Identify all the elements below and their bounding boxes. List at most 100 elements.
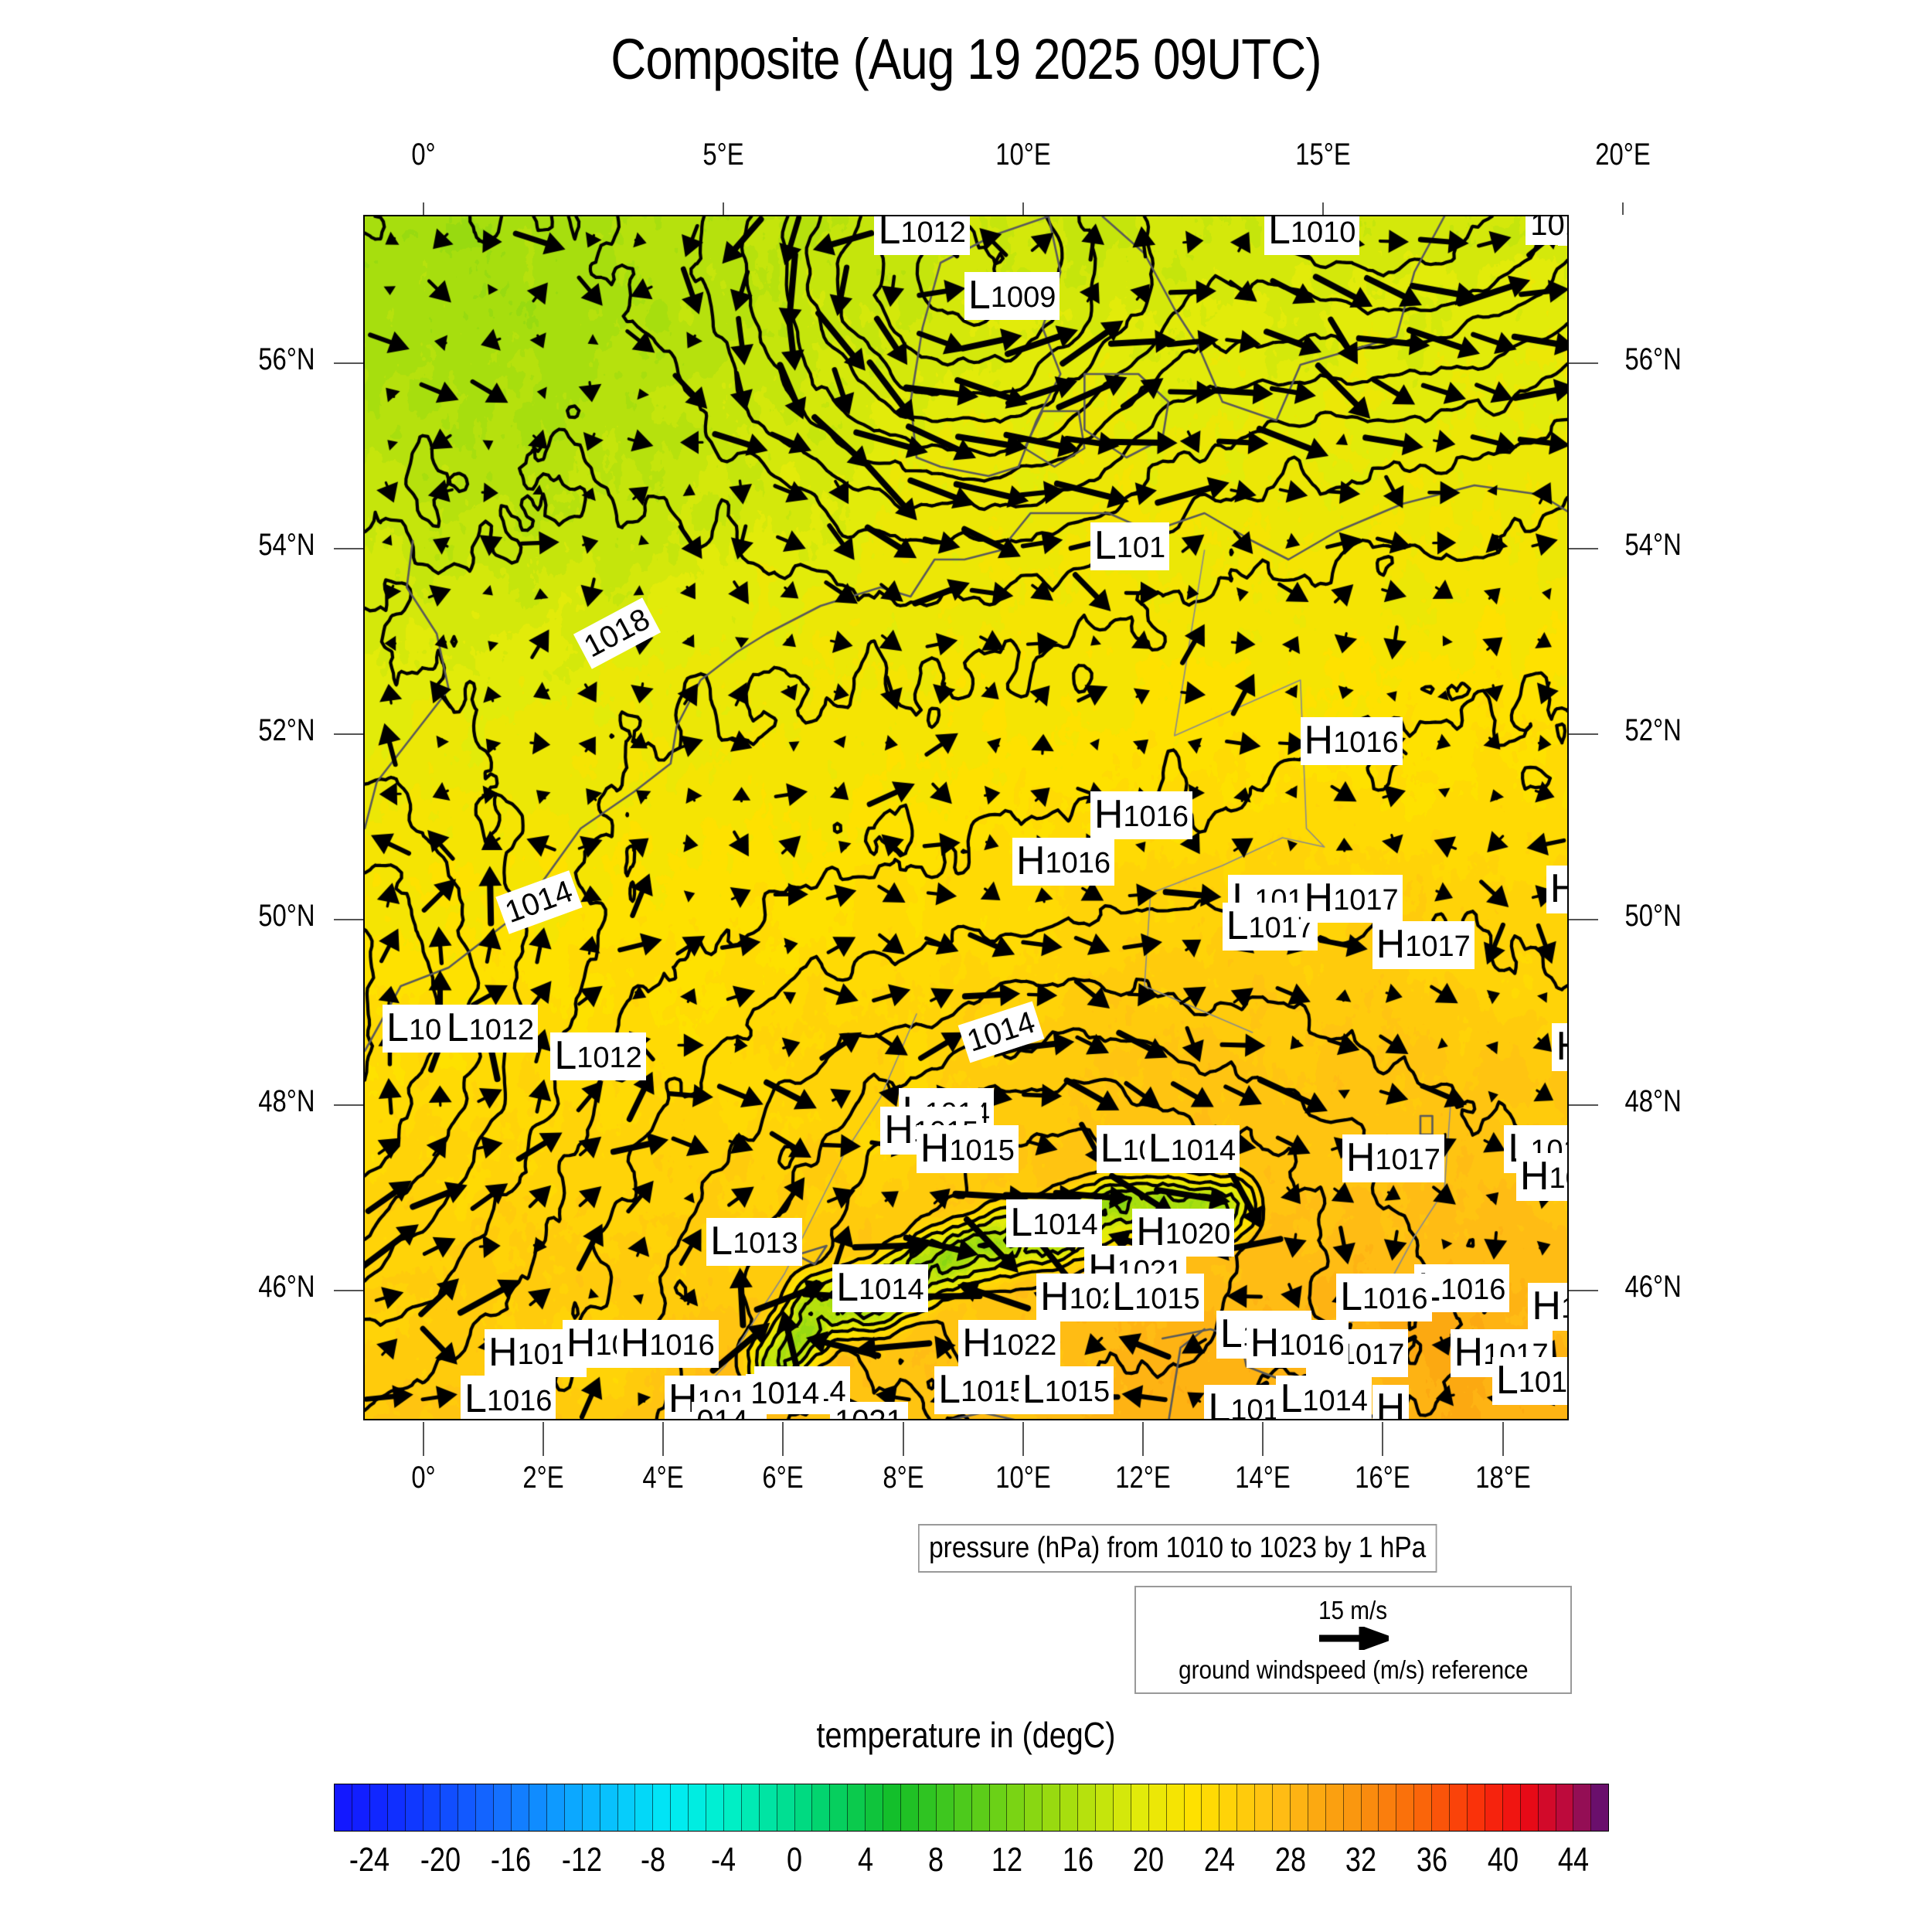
pressure-symbol: H <box>1556 1024 1567 1069</box>
colorbar-cell <box>741 1784 760 1831</box>
wind-legend-caption: ground windspeed (m/s) reference <box>1178 1655 1529 1684</box>
colorbar-cell <box>883 1784 901 1831</box>
pressure-value: 1017 <box>1375 1144 1440 1176</box>
pressure-legend: pressure (hPa) from 1010 to 1023 by 1 hP… <box>918 1524 1437 1573</box>
axis-tick-label: 15°E <box>1295 138 1351 172</box>
colorbar-cell <box>1538 1784 1556 1831</box>
axis-tick-mark <box>1502 1422 1504 1456</box>
axis-tick-mark <box>1569 1104 1598 1106</box>
pressure-value: 1014 <box>1032 1209 1098 1241</box>
axis-tick-mark <box>334 919 363 920</box>
colorbar-cell <box>971 1784 990 1831</box>
high-pressure-label: H1016 <box>1246 1320 1349 1368</box>
wind-arrow-icon <box>1318 1624 1396 1654</box>
pressure-symbol: L <box>1022 1367 1045 1412</box>
pressure-symbol: L <box>878 215 901 253</box>
pressure-symbol: H <box>1532 1284 1561 1328</box>
pressure-symbol: L <box>386 1005 409 1050</box>
high-pressure-label: H1016 <box>1012 838 1115 886</box>
high-pressure-label: H1015 <box>916 1125 1019 1173</box>
low-pressure-label: L1015 <box>1018 1366 1114 1414</box>
colorbar-cell <box>635 1784 654 1831</box>
axis-tick-label: 46°N <box>1624 1270 1682 1304</box>
axis-tick-mark <box>1569 548 1598 549</box>
low-pressure-label: L1012 <box>550 1032 646 1080</box>
colorbar-cell <box>1043 1784 1061 1831</box>
axis-tick-mark <box>1022 1422 1024 1456</box>
colorbar-cell <box>918 1784 937 1831</box>
pressure-symbol: H <box>488 1330 518 1375</box>
low-pressure-label: L1016 <box>1336 1274 1432 1321</box>
pressure-symbol: H <box>620 1321 650 1366</box>
axis-tick-label: 0° <box>410 138 436 172</box>
colorbar-cell <box>1095 1784 1114 1831</box>
pressure-symbol: L <box>1010 1200 1033 1245</box>
high-pressure-label: H1 <box>1552 1023 1567 1071</box>
axis-tick-label: 10°E <box>995 1461 1051 1495</box>
pressure-value: 1016 <box>1123 801 1189 833</box>
axis-tick-mark <box>722 202 724 215</box>
colorbar-cell <box>866 1784 884 1831</box>
axis-tick-label: 16°E <box>1355 1461 1411 1495</box>
colorbar-cell <box>1255 1784 1274 1831</box>
low-pressure-label: L1013 <box>706 1218 802 1266</box>
colorbar-cell <box>671 1784 689 1831</box>
colorbar-cell <box>812 1784 831 1831</box>
colorbar-cell <box>1396 1784 1415 1831</box>
colorbar-tick-label: 40 <box>1487 1841 1519 1879</box>
axis-tick-mark <box>1382 1422 1384 1456</box>
pressure-value: 1017 <box>1333 884 1399 917</box>
colorbar-tick-label: -12 <box>561 1841 602 1879</box>
pressure-value: 1022 <box>991 1329 1057 1362</box>
pressure-symbol: L <box>1226 903 1249 948</box>
axis-tick-mark <box>334 1104 363 1106</box>
colorbar-tick-label: 24 <box>1203 1841 1235 1879</box>
axis-tick-mark <box>1321 202 1324 215</box>
pressure-symbol: H <box>962 1321 992 1366</box>
pressure-symbol: H <box>1250 1321 1280 1366</box>
pressure-value: 1009 <box>990 281 1056 314</box>
pressure-value: 1015 <box>949 1134 1015 1167</box>
colorbar-cell <box>1166 1784 1185 1831</box>
axis-tick-label: 52°N <box>1624 713 1682 747</box>
high-pressure-label: H1017 <box>1300 875 1403 923</box>
axis-tick-label: 56°N <box>1624 342 1682 376</box>
pressure-symbol: H <box>884 1107 913 1152</box>
colorbar-cell <box>1361 1784 1379 1831</box>
pressure-value: 1015 <box>960 1376 1026 1408</box>
colorbar-cell <box>1573 1784 1592 1831</box>
colorbar-cell <box>529 1784 547 1831</box>
pressure-value: 1015 <box>1134 1283 1200 1315</box>
colorbar-cell <box>512 1784 529 1831</box>
pressure-symbol: L <box>836 1265 859 1310</box>
axis-tick-mark <box>1141 1422 1144 1456</box>
colorbar-cell <box>458 1784 477 1831</box>
pressure-symbol: L <box>1148 1126 1171 1171</box>
axis-tick-label: 50°N <box>1624 899 1682 933</box>
axis-tick-mark <box>1569 919 1598 920</box>
axis-tick-label: 52°N <box>258 713 315 747</box>
axis-tick-mark <box>334 1290 363 1291</box>
axis-tick-mark <box>1569 362 1598 364</box>
colorbar-tick-labels: -24 -20 -16 -12 -8 -4 0 4 8 12 16 20 24 28 32 36 40 44 <box>334 1841 1609 1887</box>
axis-tick-label: 20°E <box>1595 138 1651 172</box>
pressure-value: 1020 <box>1165 1218 1231 1250</box>
axis-tick-label: 50°N <box>258 899 315 933</box>
pressure-symbol: H <box>1040 1274 1070 1319</box>
axis-tick-label: 54°N <box>258 528 315 562</box>
low-pressure-label: L1010 <box>1264 216 1360 255</box>
colorbar-cell <box>1502 1784 1521 1831</box>
axis-tick-label: 5°E <box>702 138 744 172</box>
pressure-symbol: H <box>1304 718 1334 763</box>
colorbar-cell <box>1414 1784 1433 1831</box>
axis-tick-mark <box>782 1422 784 1456</box>
axis-tick-mark <box>1569 733 1598 735</box>
map-plot-area[interactable]: L1012L1009L1010L1010L101H1016H1016H1016L… <box>363 215 1569 1420</box>
colorbar-tick-label: 8 <box>928 1841 944 1879</box>
colorbar-cell <box>1219 1784 1238 1831</box>
map-field-canvas <box>365 216 1567 1419</box>
pressure-value: 1015 <box>1518 1366 1568 1399</box>
colorbar-tick-label: 12 <box>991 1841 1022 1879</box>
colorbar[interactable] <box>334 1784 1609 1832</box>
